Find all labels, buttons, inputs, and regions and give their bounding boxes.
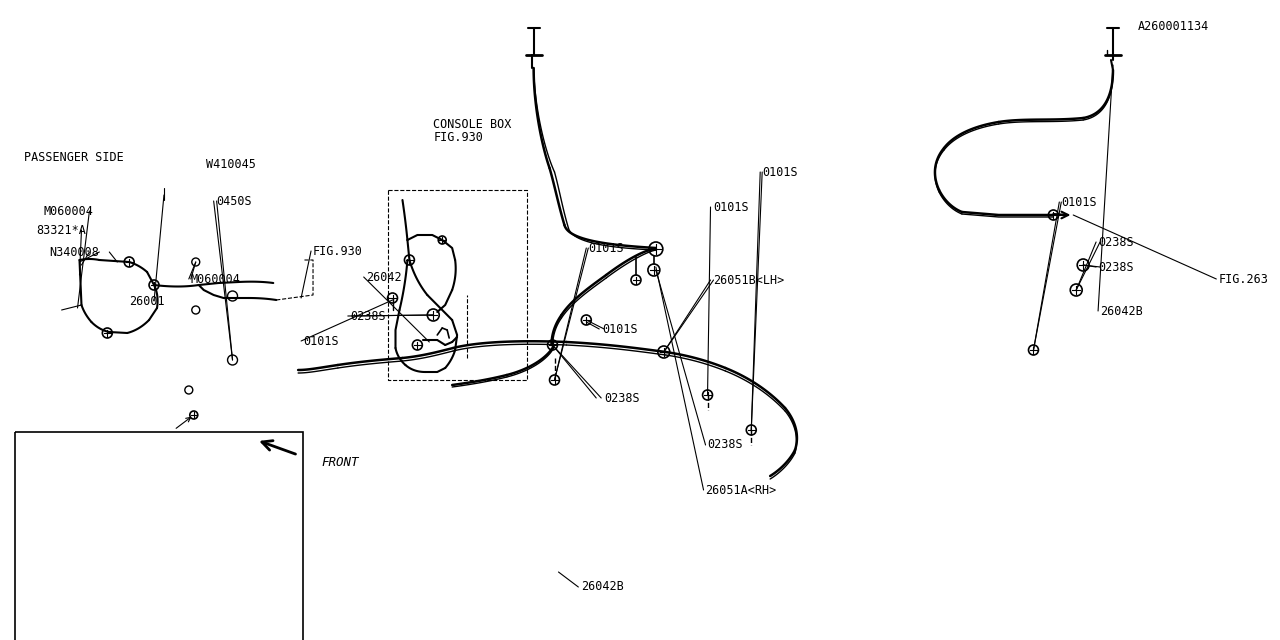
Text: 0238S: 0238S	[349, 310, 385, 323]
Text: 26001: 26001	[129, 294, 165, 307]
Text: W410045: W410045	[206, 157, 256, 170]
Text: 26042B: 26042B	[581, 580, 625, 593]
Text: 26042B: 26042B	[1100, 305, 1143, 317]
Bar	[15, 432, 303, 640]
Text: M060004: M060004	[191, 273, 241, 285]
Text: 83321*A: 83321*A	[36, 223, 86, 237]
Text: 0101S: 0101S	[602, 323, 637, 335]
Text: 0238S: 0238S	[1098, 260, 1134, 273]
Text: 26042: 26042	[366, 271, 402, 284]
Text: A260001134: A260001134	[1138, 19, 1210, 33]
Text: FRONT: FRONT	[321, 456, 358, 470]
Text: 0450S: 0450S	[216, 195, 252, 207]
Text: 0238S: 0238S	[708, 438, 744, 451]
Text: 0101S: 0101S	[713, 200, 749, 214]
Text: N340008: N340008	[50, 246, 100, 259]
Text: FIG.930: FIG.930	[433, 131, 483, 143]
Text: 26051A<RH>: 26051A<RH>	[705, 483, 777, 497]
Text: CONSOLE BOX: CONSOLE BOX	[433, 118, 512, 131]
Text: FIG.930: FIG.930	[314, 244, 364, 257]
Text: FIG.263: FIG.263	[1219, 273, 1268, 285]
Text: M060004: M060004	[44, 205, 93, 218]
Text: 0101S: 0101S	[303, 335, 339, 348]
Text: 0101S: 0101S	[1061, 195, 1097, 209]
Text: 0101S: 0101S	[589, 241, 623, 255]
Text: PASSENGER SIDE: PASSENGER SIDE	[24, 150, 124, 163]
Text: 0238S: 0238S	[1098, 236, 1134, 248]
Text: 0101S: 0101S	[762, 166, 797, 179]
Text: 0238S: 0238S	[604, 392, 640, 404]
Text: 26051B<LH>: 26051B<LH>	[713, 273, 785, 287]
